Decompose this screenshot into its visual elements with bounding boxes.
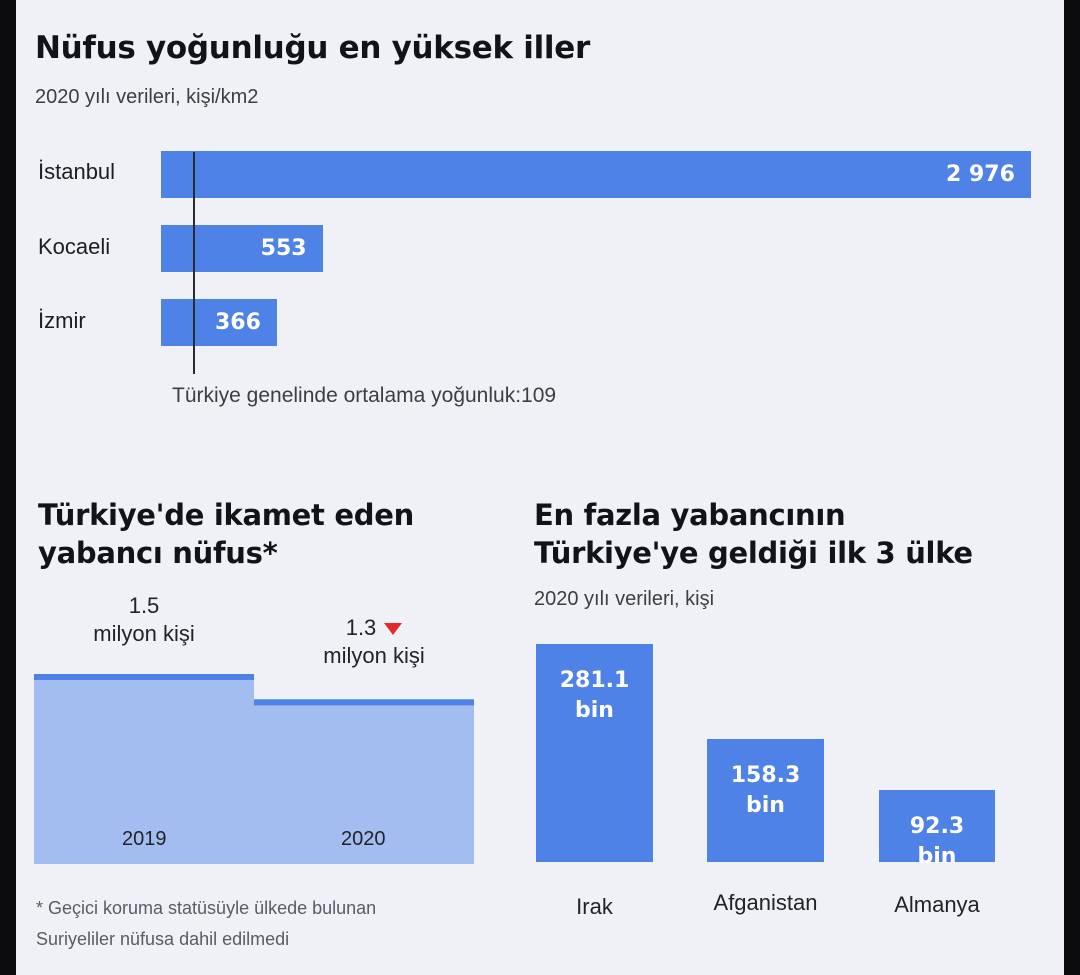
country-bar	[536, 644, 653, 862]
footnote-line2: Suriyeliler nüfusa dahil edilmedi	[36, 929, 290, 949]
country-value-label: 92.3 bin	[879, 812, 995, 872]
country-value-label: 158.3 bin	[707, 761, 824, 821]
density-category-label: İstanbul	[38, 159, 116, 184]
country-bar	[879, 790, 995, 862]
density-chart-subtitle: 2020 yılı verileri, kişi/km2	[35, 86, 259, 108]
country-value-unit: bin	[917, 844, 957, 870]
density-value-label: 2 976	[946, 162, 1015, 187]
area-plot	[34, 674, 474, 864]
density-value-label: 366	[215, 310, 261, 335]
infographic-panel: Nüfus yoğunluğu en yüksek iller 2020 yıl…	[16, 0, 1064, 975]
area-segment-2020	[254, 699, 474, 864]
average-density-note: Türkiye genelinde ortalama yoğunluk:109	[172, 384, 557, 407]
area-top-edge-2019	[34, 674, 254, 680]
density-bar	[161, 151, 1031, 198]
value-2020: 1.3	[345, 615, 377, 640]
country-category-label: Afganistan	[713, 890, 818, 915]
country-category-label: Almanya	[894, 892, 980, 917]
foreign-title-line1: Türkiye'de ikamet eden	[38, 498, 414, 532]
unit-2020: milyon kişi	[323, 643, 425, 668]
area-top-edge-2020	[254, 699, 474, 706]
country-category-label: Irak	[576, 894, 613, 919]
foreign-title-line2: yabancı nüfus*	[38, 536, 278, 570]
year-label-2020: 2020	[341, 828, 386, 850]
density-category-label: İzmir	[38, 308, 86, 333]
decrease-arrow-icon	[384, 623, 403, 636]
country-bar	[707, 739, 824, 862]
countries-title-line2: Türkiye'ye geldiği ilk 3 ülke	[534, 536, 973, 570]
density-bar	[161, 299, 277, 346]
country-value-number: 281.1	[559, 668, 630, 693]
countries-title-line1: En fazla yabancının	[534, 498, 846, 532]
density-value-label: 553	[260, 236, 307, 261]
countries-chart-subtitle: 2020 yılı verileri, kişi	[534, 588, 715, 610]
value-caption-2019: 1.5 milyon kişi	[64, 592, 224, 648]
value-caption-2020: 1.3 milyon kişi	[284, 614, 464, 670]
value-2019: 1.5	[128, 593, 160, 618]
country-value-number: 92.3	[909, 814, 965, 840]
countries-chart-title: En fazla yabancının Türkiye'ye geldiği i…	[534, 496, 973, 572]
year-label-2019: 2019	[122, 828, 167, 850]
country-value-unit: bin	[746, 793, 785, 819]
country-value-unit: bin	[575, 698, 614, 723]
foreign-population-title: Türkiye'de ikamet eden yabancı nüfus*	[38, 496, 414, 572]
density-category-label: Kocaeli	[38, 234, 111, 259]
country-value-number: 158.3	[730, 763, 801, 789]
area-segment-2019	[34, 674, 254, 864]
average-density-line	[193, 152, 195, 374]
unit-2019: milyon kişi	[93, 621, 195, 646]
footnote-line1: * Geçici koruma statüsüyle ülkede buluna…	[36, 898, 377, 918]
density-chart-title: Nüfus yoğunluğu en yüksek iller	[35, 30, 590, 66]
country-value-label: 281.1 bin	[536, 666, 653, 726]
density-bar	[161, 225, 323, 272]
